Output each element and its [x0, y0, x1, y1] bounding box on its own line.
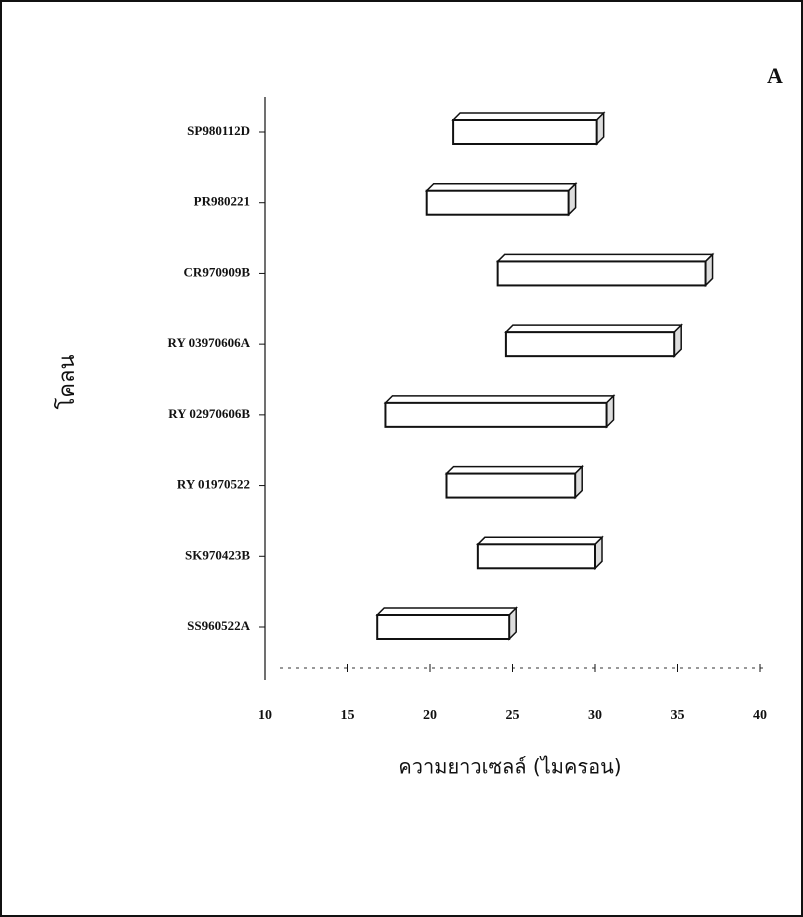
bar [427, 191, 569, 215]
x-tick-label: 40 [753, 708, 767, 723]
y-tick-label: CR970909B [184, 264, 251, 279]
chart: A ความยาวเซลล์ (ไมครอน) โคลน 10 15 20 25 30 3… [0, 0, 803, 917]
bar-top [498, 254, 713, 261]
bar-top [377, 608, 516, 615]
x-tick-label: 10 [258, 708, 272, 723]
y-tick-label: SK970423B [185, 547, 250, 562]
bar [447, 474, 576, 498]
bar [377, 615, 509, 639]
y-tick-label: PR980221 [194, 194, 250, 209]
y-axis-label: โคลน [54, 354, 80, 409]
x-tick-label: 20 [423, 708, 437, 723]
y-tick-label: SS960522A [187, 618, 250, 633]
bar-top [385, 396, 613, 403]
bar [478, 544, 595, 568]
y-tick-label: RY 01970522 [177, 477, 250, 492]
y-tick-label: RY 03970606A [168, 335, 251, 350]
bar [385, 403, 606, 427]
panel-label: A [767, 63, 783, 88]
bar-top [506, 325, 681, 332]
bar-top [453, 113, 604, 120]
x-tick-label: 15 [341, 708, 355, 723]
bar [506, 332, 674, 356]
bar-top [447, 467, 583, 474]
bar-top [427, 184, 576, 191]
bar [498, 261, 706, 285]
frame [1, 1, 802, 916]
y-tick-label: RY 02970606B [168, 406, 250, 421]
x-axis-label: ความยาวเซลล์ (ไมครอน) [398, 755, 621, 779]
x-tick-label: 25 [506, 708, 520, 723]
x-tick-label: 35 [671, 708, 685, 723]
bar-top [478, 537, 602, 544]
y-tick-label: SP980112D [187, 123, 250, 138]
x-tick-label: 30 [588, 708, 602, 723]
bar [453, 120, 597, 144]
